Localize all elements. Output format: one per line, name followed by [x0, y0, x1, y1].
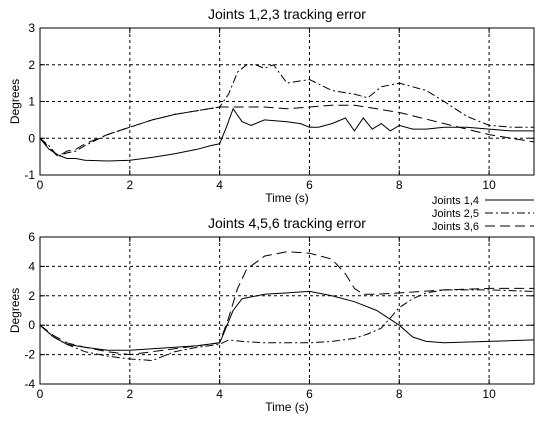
- y-tick-label: 0: [28, 131, 35, 145]
- x-tick-label: 4: [216, 387, 223, 401]
- y-tick-label: -4: [24, 377, 35, 391]
- x-axis-label: Time (s): [265, 191, 309, 205]
- y-axis-label: Degrees: [8, 79, 22, 124]
- x-tick-label: 0: [37, 387, 44, 401]
- y-axis-label: Degrees: [8, 288, 22, 333]
- legend-label: Joints 3,6: [432, 221, 479, 233]
- x-tick-label: 2: [126, 387, 133, 401]
- y-tick-label: -1: [24, 168, 35, 182]
- y-tick-label: 2: [28, 58, 35, 72]
- plot-frame: [39, 236, 535, 385]
- y-tick-label: -2: [24, 348, 35, 362]
- y-tick-label: 3: [28, 21, 35, 35]
- series-line-2: [40, 289, 534, 362]
- y-tick-label: 2: [28, 289, 35, 303]
- x-tick-label: 6: [306, 387, 313, 401]
- y-tick-label: 0: [28, 318, 35, 332]
- x-tick-label: 4: [216, 178, 223, 192]
- y-tick-label: 4: [28, 259, 35, 273]
- series-line-3: [40, 251, 534, 356]
- y-tick-label: 6: [28, 230, 35, 244]
- x-tick-label: 2: [126, 178, 133, 192]
- x-tick-label: 8: [396, 387, 403, 401]
- series-line-3: [40, 104, 534, 158]
- x-tick-label: 10: [482, 178, 496, 192]
- series-line-1: [40, 107, 534, 162]
- legend-label: Joints 1,4: [432, 195, 479, 207]
- legend-label: Joints 2,5: [432, 208, 479, 220]
- series-group: [40, 251, 534, 362]
- series-line-1: [40, 290, 534, 351]
- chart-title: Joints 4,5,6 tracking error: [208, 215, 366, 231]
- chart-title: Joints 1,2,3 tracking error: [208, 6, 366, 22]
- x-tick-label: 8: [396, 178, 403, 192]
- chart-2: 0 2 4 6 8 10 -4 -2 0 2 4 6 Joints 4,5,6 tracking err…: [8, 215, 535, 414]
- x-tick-label: 10: [482, 387, 496, 401]
- y-tick-label: 1: [28, 95, 35, 109]
- series-group: [40, 64, 534, 162]
- x-axis-label: Time (s): [265, 400, 309, 414]
- x-tick-label: 6: [306, 178, 313, 192]
- series-line-2: [40, 64, 534, 158]
- x-tick-label: 0: [37, 178, 44, 192]
